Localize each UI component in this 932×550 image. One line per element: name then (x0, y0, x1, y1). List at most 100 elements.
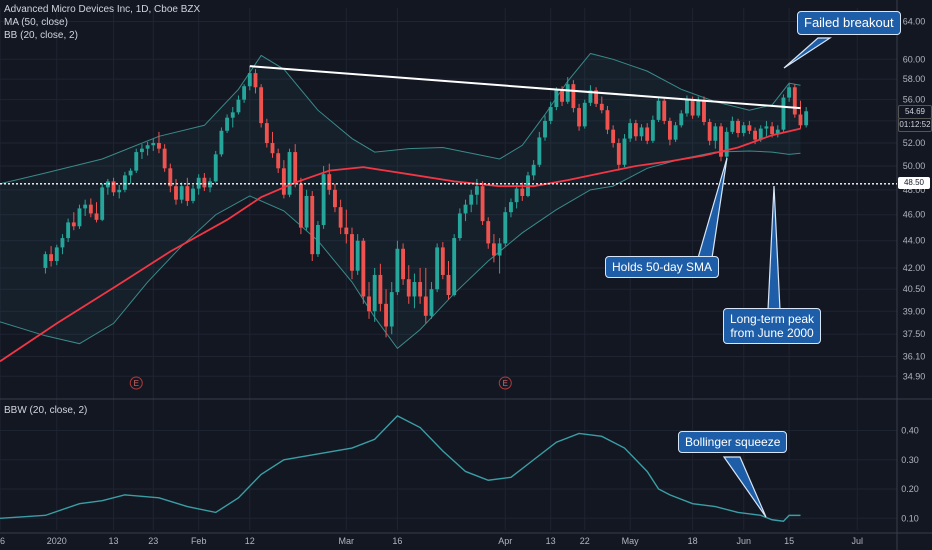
candle-down (111, 181, 116, 193)
peak-price-tag: 48.50 (898, 177, 930, 189)
candle-up (191, 188, 195, 201)
candle-down (157, 143, 161, 149)
candle-down (446, 274, 451, 296)
candle-up (685, 99, 689, 114)
candle-up (151, 143, 156, 146)
candle-up (145, 145, 150, 149)
candle-down (667, 120, 672, 140)
candle-down (605, 110, 610, 130)
candle-down (350, 234, 354, 271)
bollinger-bands (0, 52, 801, 350)
candle-down (259, 87, 264, 124)
ma50-line (0, 127, 801, 363)
candle-up (247, 73, 252, 87)
candle-down (270, 143, 275, 154)
candle-up (628, 123, 633, 139)
price-tick-label: 46.00 (903, 210, 926, 220)
candle-down (185, 186, 190, 201)
candle-down (753, 130, 757, 140)
candle-up (395, 248, 400, 293)
candle-up (83, 204, 88, 209)
candle-down (616, 143, 621, 165)
price-tick-label: 48.00 (903, 185, 926, 195)
candle-up (60, 238, 65, 248)
candle-down (423, 296, 428, 316)
time-tick-label: 2020 (47, 536, 67, 546)
candle-down (418, 282, 423, 297)
time-tick-label: 16 (392, 536, 402, 546)
candle-up (236, 99, 241, 113)
candle-up (208, 181, 212, 188)
candle-up (304, 195, 309, 228)
candle-down (770, 126, 775, 135)
candle-up (764, 126, 769, 129)
candle-up (140, 148, 144, 153)
candle-up (622, 138, 627, 165)
candle-up (463, 204, 468, 214)
bb-lower-line (0, 150, 801, 350)
candle-up (696, 99, 701, 116)
candle-up (679, 113, 684, 126)
candle-up (639, 127, 644, 137)
callout-long-term-peak: Long-term peak from June 2000 (723, 308, 822, 344)
candle-down (594, 90, 599, 104)
candle-down (662, 100, 667, 121)
candle-up (43, 254, 48, 268)
candle-down (798, 114, 803, 126)
candle-down (202, 177, 207, 188)
candle-up (787, 87, 792, 98)
candle-up (497, 243, 502, 256)
callout-failed-breakout: Failed breakout (797, 11, 901, 35)
candle-down (264, 123, 269, 144)
candle-down (645, 127, 650, 141)
candle-down (384, 303, 388, 327)
price-tick-label: 42.00 (903, 263, 926, 273)
candle-up (213, 154, 218, 182)
candle-up (713, 126, 718, 141)
callout-bollinger-squeeze: Bollinger squeeze (678, 431, 788, 453)
earnings-label: E (503, 379, 508, 388)
candle-down (571, 84, 576, 109)
candle-up (474, 186, 479, 195)
holds-sma-pointer (697, 157, 728, 259)
price-tick-label: 52.00 (903, 138, 926, 148)
candle-down (276, 153, 281, 169)
candle-up (548, 107, 553, 121)
candle-down (702, 99, 706, 123)
candle-up (775, 129, 780, 135)
countdown-tag: 01:12:52 (898, 118, 932, 132)
ma-legend: MA (50, close) (4, 17, 68, 28)
candle-up (435, 247, 440, 290)
candle-down (71, 222, 76, 227)
bb-legend: BB (20, close, 2) (4, 30, 78, 41)
candle-up (128, 170, 133, 176)
candle-down (174, 186, 178, 200)
bbw-legend: BBW (20, close, 2) (4, 405, 88, 416)
candle-up (469, 194, 474, 205)
time-tick-label: Jul (852, 536, 864, 546)
price-tick-label: 34.90 (903, 371, 926, 381)
candle-down (401, 248, 406, 280)
candle-up (105, 181, 110, 188)
candle-down (361, 240, 366, 297)
candle-up (781, 97, 786, 130)
callout-peak-line1: Long-term peak (730, 312, 815, 326)
time-tick-label: May (622, 536, 640, 546)
candle-down (633, 123, 638, 137)
candle-up (543, 120, 547, 138)
candle-up (503, 212, 508, 244)
candle-up (804, 111, 809, 126)
candle-down (690, 99, 695, 116)
candle-down (577, 108, 582, 127)
candle-down (327, 174, 332, 190)
bb-fill (0, 53, 801, 349)
candle-down (440, 247, 445, 275)
candle-up (66, 222, 71, 239)
candle-down (367, 296, 371, 312)
price-tick-label: 44.00 (903, 236, 926, 246)
bbw-line (0, 414, 801, 522)
price-tick-label: 60.00 (903, 54, 926, 64)
candle-up (117, 189, 122, 193)
